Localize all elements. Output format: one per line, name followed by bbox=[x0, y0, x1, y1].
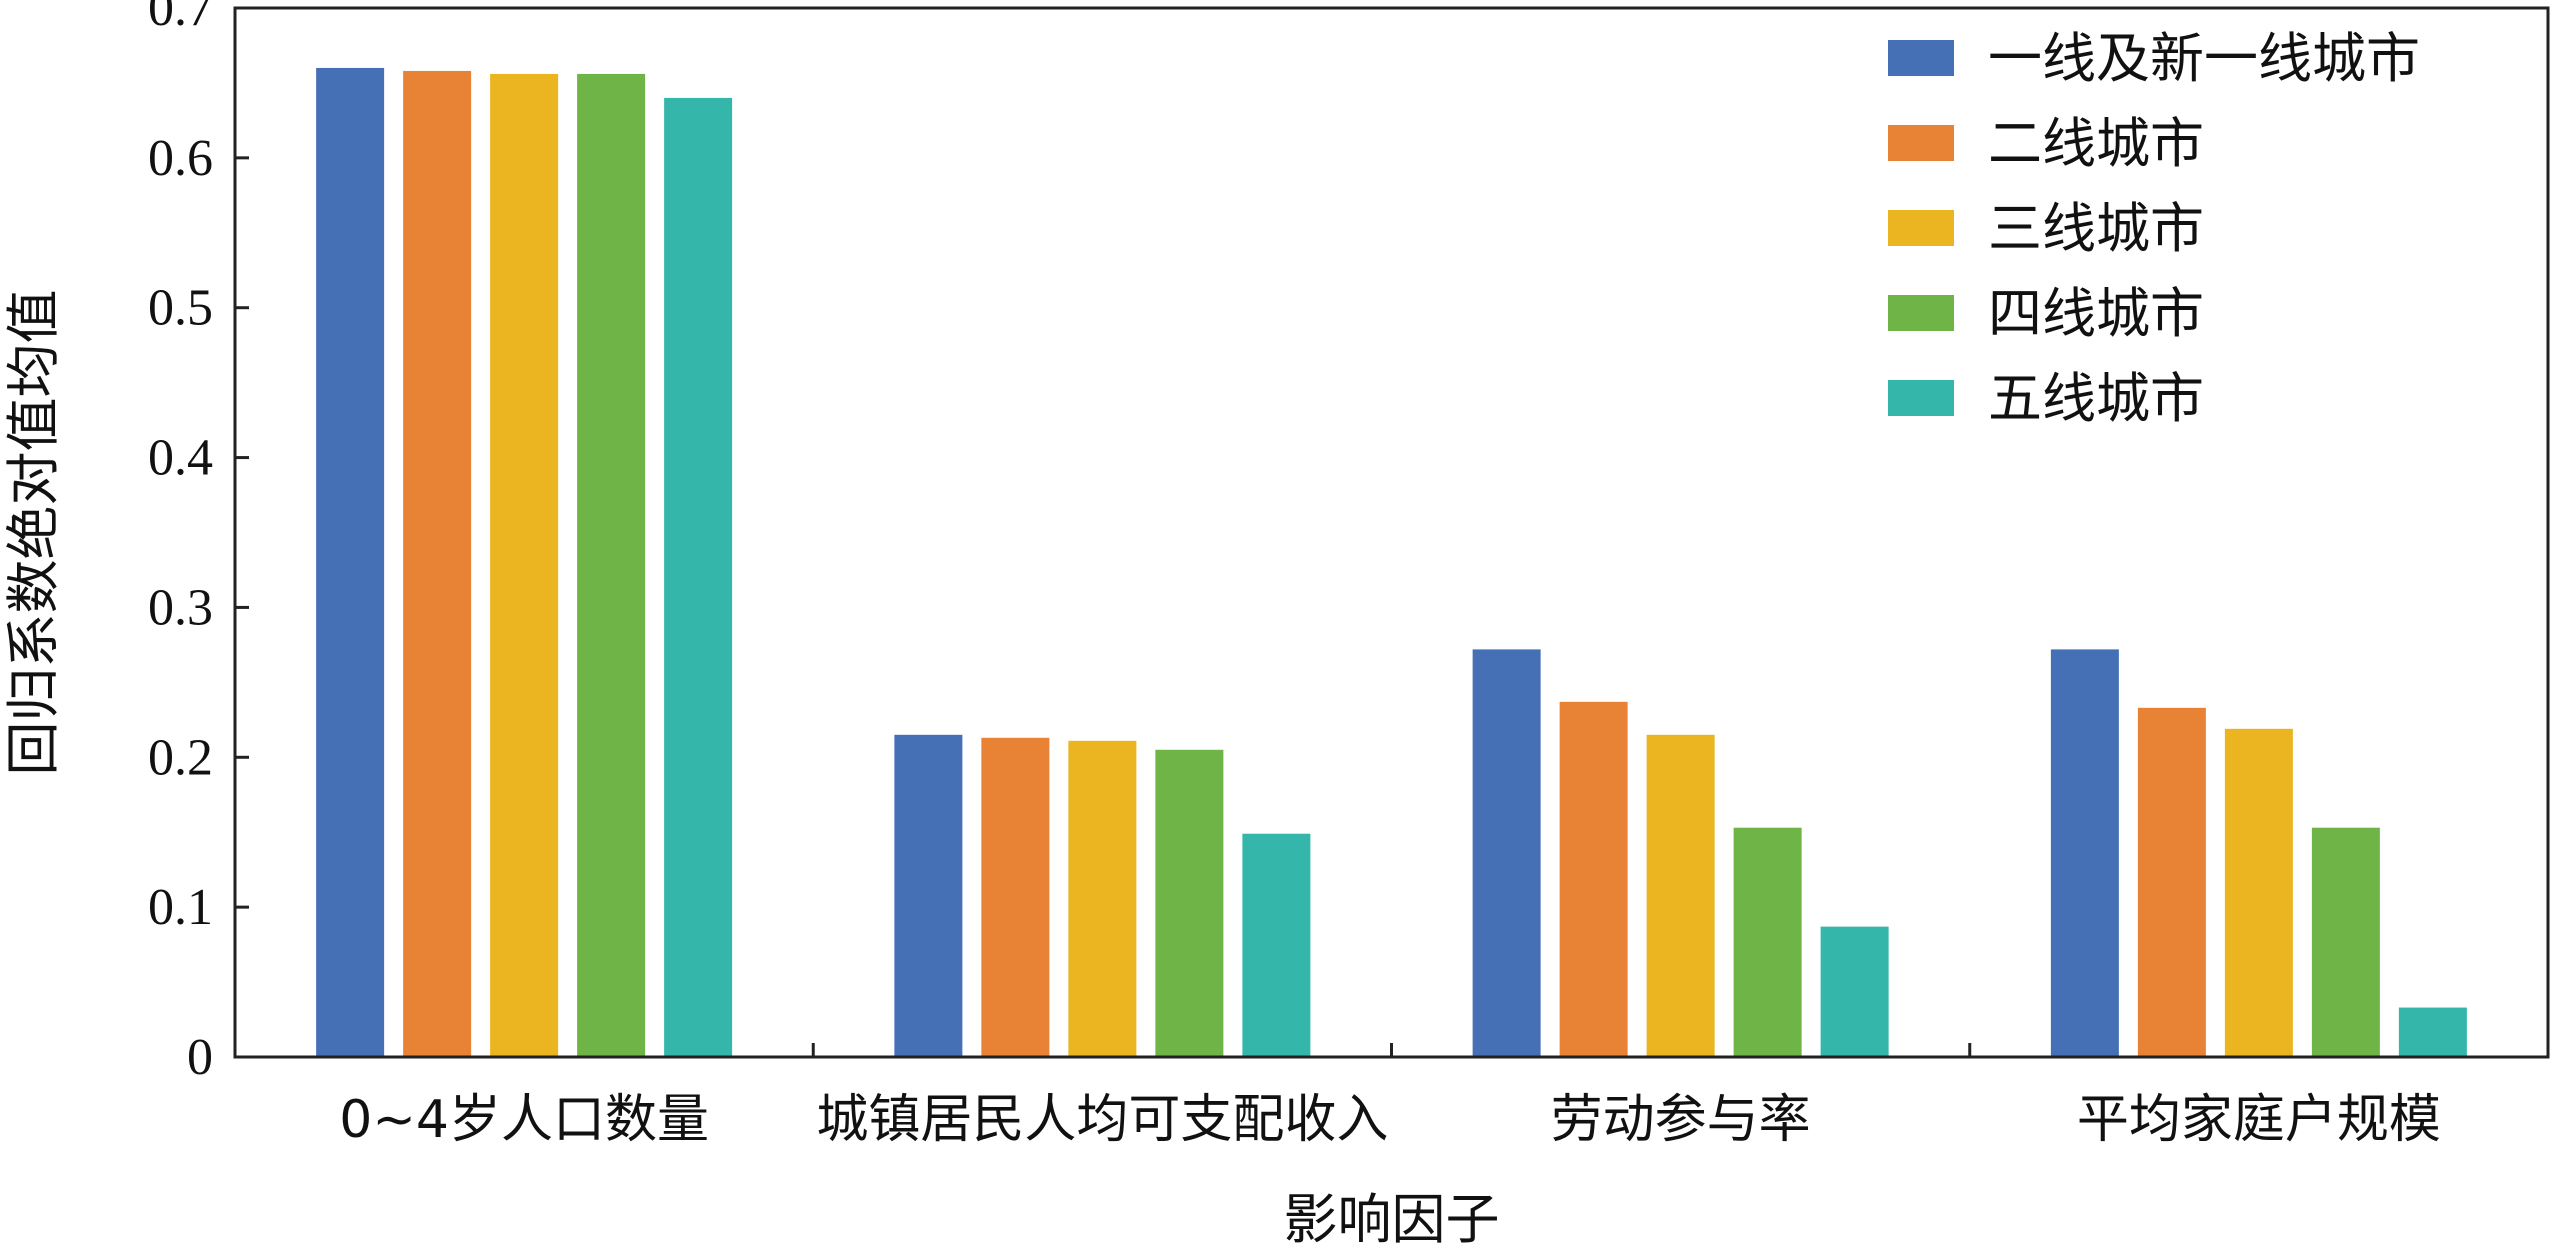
y-tick-label: 0.2 bbox=[148, 729, 213, 786]
legend-label: 五线城市 bbox=[1988, 367, 2204, 430]
legend-swatch bbox=[1888, 210, 1954, 246]
y-tick-label: 0.4 bbox=[148, 430, 213, 487]
y-tick-label: 0.3 bbox=[148, 579, 213, 636]
bar bbox=[981, 737, 1050, 1057]
bar bbox=[1733, 827, 1802, 1057]
legend-label: 二线城市 bbox=[1988, 112, 2204, 175]
x-category-label: 平均家庭户规模 bbox=[2077, 1090, 2441, 1150]
x-axis: 0~4岁人口数量 城镇居民人均可支配收入 劳动参与率 平均家庭户规模 bbox=[339, 1043, 2441, 1150]
plot-frame bbox=[233, 6, 2550, 1059]
y-axis: 0 0.1 0.2 0.3 0.4 0.5 0.6 0.7 bbox=[148, 0, 249, 1086]
y-tick-label: 0.1 bbox=[148, 879, 213, 936]
bar bbox=[577, 73, 646, 1058]
bar bbox=[316, 67, 385, 1057]
bar bbox=[2224, 728, 2293, 1057]
bar bbox=[490, 73, 559, 1058]
bar bbox=[1820, 926, 1889, 1057]
bar bbox=[2311, 827, 2380, 1057]
y-tick-label: 0.5 bbox=[148, 280, 213, 337]
x-axis-title: 影响因子 bbox=[1284, 1188, 1500, 1251]
legend-swatch bbox=[1888, 40, 1954, 76]
legend-swatch bbox=[1888, 125, 1954, 161]
bars-group bbox=[316, 67, 2467, 1058]
bar bbox=[1155, 749, 1224, 1057]
bar bbox=[2050, 649, 2119, 1057]
y-axis-title: 回归系数绝对值均值 bbox=[2, 290, 65, 776]
bar bbox=[664, 97, 733, 1057]
bar bbox=[1242, 833, 1311, 1057]
legend-label: 四线城市 bbox=[1988, 282, 2204, 345]
x-category-label: 城镇居民人均可支配收入 bbox=[816, 1090, 1388, 1150]
legend-label: 一线及新一线城市 bbox=[1988, 27, 2420, 90]
bar bbox=[2137, 707, 2206, 1057]
legend-swatch bbox=[1888, 295, 1954, 331]
bar bbox=[1559, 701, 1628, 1057]
bar bbox=[1472, 649, 1541, 1057]
bar bbox=[1068, 740, 1137, 1057]
bar bbox=[1646, 734, 1715, 1057]
x-category-label: 0~4岁人口数量 bbox=[339, 1090, 709, 1150]
y-tick-label: 0.6 bbox=[148, 130, 213, 187]
legend-swatch bbox=[1888, 380, 1954, 416]
legend-label: 三线城市 bbox=[1988, 197, 2204, 260]
y-tick-label: 0 bbox=[187, 1029, 213, 1086]
bar bbox=[894, 734, 963, 1057]
y-tick-label: 0.7 bbox=[148, 0, 213, 37]
x-category-label: 劳动参与率 bbox=[1551, 1090, 1811, 1150]
bar bbox=[2398, 1007, 2467, 1057]
bar bbox=[403, 70, 472, 1057]
